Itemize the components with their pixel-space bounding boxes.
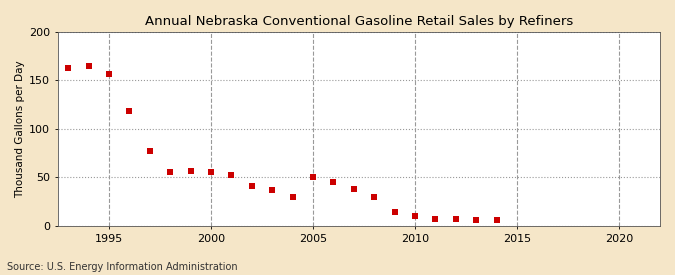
- Point: [63, 66, 74, 70]
- Title: Annual Nebraska Conventional Gasoline Retail Sales by Refiners: Annual Nebraska Conventional Gasoline Re…: [145, 15, 573, 28]
- Point: [267, 188, 277, 192]
- Point: [410, 214, 421, 218]
- Point: [288, 195, 298, 199]
- Point: [308, 175, 319, 180]
- Point: [144, 149, 155, 153]
- Y-axis label: Thousand Gallons per Day: Thousand Gallons per Day: [15, 60, 25, 198]
- Point: [124, 109, 135, 114]
- Point: [450, 217, 461, 221]
- Point: [471, 218, 482, 222]
- Point: [83, 64, 94, 68]
- Point: [348, 187, 359, 191]
- Point: [226, 173, 237, 178]
- Text: Source: U.S. Energy Information Administration: Source: U.S. Energy Information Administ…: [7, 262, 238, 272]
- Point: [491, 218, 502, 222]
- Point: [328, 180, 339, 185]
- Point: [185, 168, 196, 173]
- Point: [430, 217, 441, 221]
- Point: [165, 169, 176, 174]
- Point: [246, 184, 257, 188]
- Point: [103, 72, 114, 76]
- Point: [369, 195, 379, 199]
- Point: [206, 169, 217, 174]
- Point: [389, 210, 400, 214]
